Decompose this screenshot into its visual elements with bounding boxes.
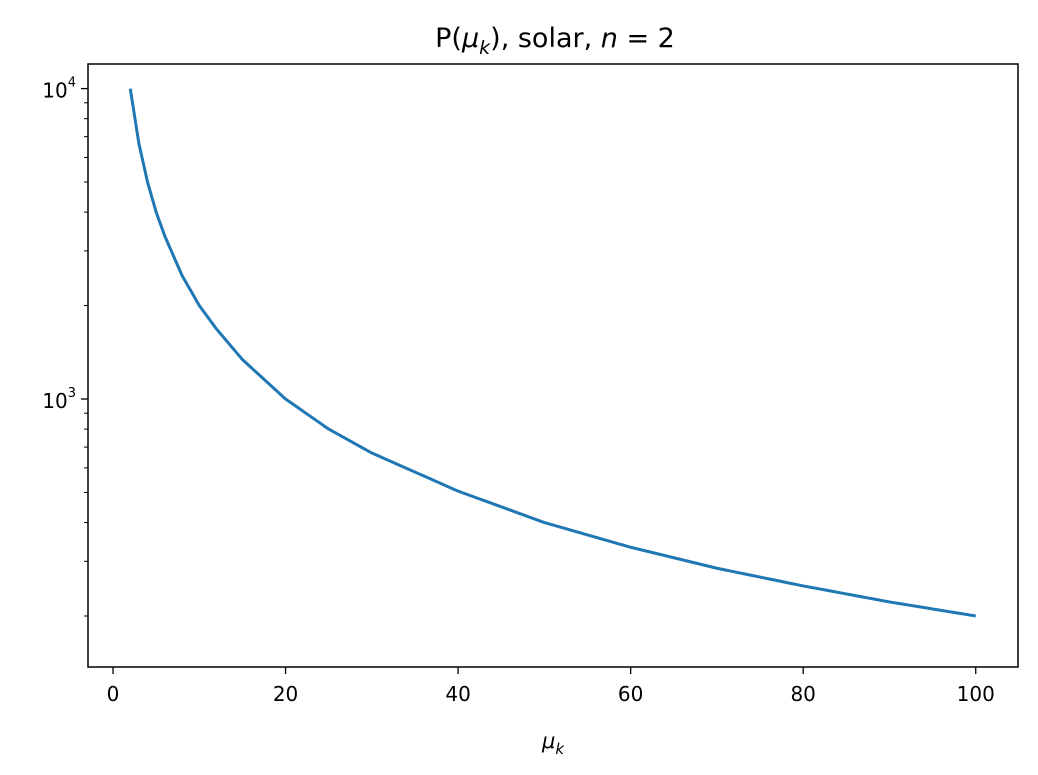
series-line <box>128 88 976 618</box>
plot-frame <box>87 63 1019 668</box>
x-tick-label: 60 <box>618 682 643 706</box>
x-tick-label: 40 <box>445 682 470 706</box>
chart-title: P(μk), solar, n = 2 <box>435 23 675 59</box>
series-layer <box>128 88 976 618</box>
y-tick-label: 104 <box>42 76 76 103</box>
y-tick-label: 103 <box>42 386 76 413</box>
x-tick-label: 0 <box>107 682 120 706</box>
x-axis-ticks: 0 20 40 60 80 100 <box>107 667 995 706</box>
x-tick-label: 80 <box>790 682 815 706</box>
x-axis-label: μk <box>541 729 565 758</box>
x-tick-label: 100 <box>957 682 995 706</box>
x-tick-label: 20 <box>273 682 298 706</box>
y-axis-ticks: 103 104 <box>42 76 88 617</box>
